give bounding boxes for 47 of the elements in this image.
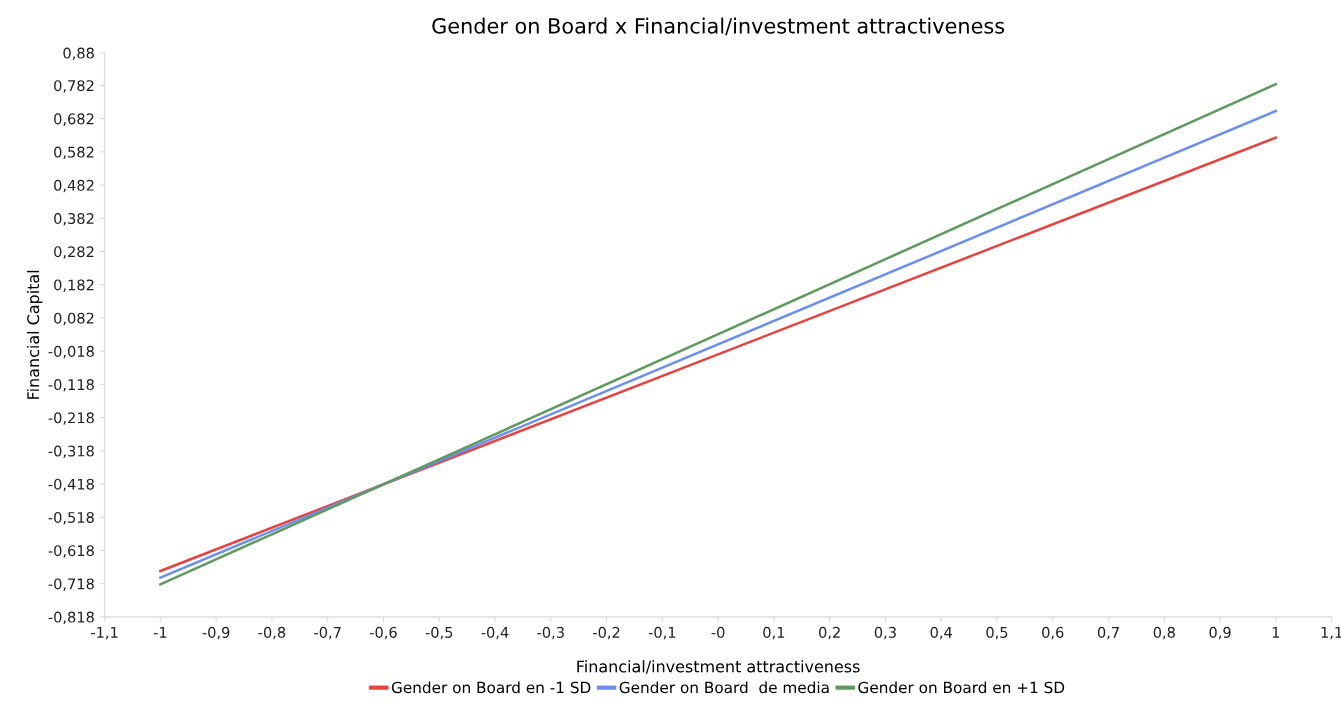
- x-tick-label: -0,5: [425, 626, 453, 640]
- y-tick-label: -0,318: [48, 445, 94, 459]
- x-tick-label: -0,8: [258, 626, 286, 640]
- y-tick-label: 0,082: [54, 312, 94, 326]
- x-tick-label: 0,5: [986, 626, 1008, 640]
- x-tick-label: 0,4: [930, 626, 952, 640]
- legend-label: Gender on Board en -1 SD: [391, 681, 591, 694]
- x-tick-label: 0,9: [1209, 626, 1231, 640]
- y-tick-label: 0,582: [54, 146, 94, 160]
- x-tick-label: -1,1: [91, 627, 118, 640]
- y-tick-label: 0,282: [54, 246, 94, 259]
- y-tick-label: -0,818: [48, 611, 94, 625]
- x-tick-label: -0,1: [648, 626, 676, 640]
- y-tick-label: -0,018: [48, 345, 94, 359]
- x-tick-label: -0,6: [369, 626, 397, 640]
- y-tick-label: 0,782: [54, 80, 94, 93]
- x-tick-label: 1,1: [1321, 627, 1341, 640]
- x-tick-label: 1: [1272, 627, 1280, 638]
- y-tick-label: -0,718: [48, 578, 94, 591]
- chart-title: Gender on Board x Financial/investment attractiveness: [432, 17, 1005, 36]
- x-tick-label: 0,7: [1097, 626, 1119, 640]
- y-tick-label: 0,382: [54, 213, 94, 226]
- y-tick-label: 0,482: [54, 179, 94, 193]
- x-tick-label: 0,2: [819, 626, 840, 640]
- x-tick-label: 0,1: [763, 626, 785, 640]
- y-tick-label: -0,618: [48, 545, 94, 558]
- y-tick-label: -0,518: [48, 511, 94, 525]
- legend-label: Gender on Board en +1 SD: [858, 681, 1065, 694]
- x-tick-label: -0,4: [481, 626, 509, 640]
- x-tick-label: -0: [711, 626, 725, 638]
- x-tick-label: -0,9: [202, 626, 230, 640]
- legend-label: Gender on Board de media: [619, 681, 829, 694]
- x-tick-label: -0,2: [593, 626, 620, 640]
- x-tick-label: 0,8: [1153, 626, 1175, 640]
- y-tick-label: -0,218: [48, 412, 94, 425]
- y-axis-title: Financial Capital: [26, 270, 43, 399]
- y-tick-label: -0,118: [48, 379, 94, 392]
- y-tick-label: 0,182: [54, 279, 94, 292]
- x-axis-title: Financial/investment attractiveness: [577, 660, 860, 674]
- x-tick-label: -0,3: [537, 626, 564, 640]
- x-tick-label: -1: [153, 627, 167, 638]
- x-tick-label: 0,6: [1042, 626, 1064, 640]
- y-tick-label: 0,88: [63, 47, 94, 61]
- y-tick-label: -0,418: [48, 478, 94, 492]
- x-tick-label: 0,3: [874, 626, 896, 640]
- y-tick-label: 0,682: [54, 113, 94, 126]
- x-tick-label: -0,7: [314, 626, 341, 640]
